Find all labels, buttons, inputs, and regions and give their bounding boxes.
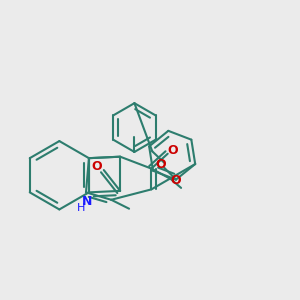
Text: N: N [82,195,93,208]
Text: O: O [156,158,166,171]
Text: H: H [77,203,86,213]
Text: O: O [170,174,181,187]
Text: O: O [91,160,102,173]
Text: O: O [168,144,178,157]
